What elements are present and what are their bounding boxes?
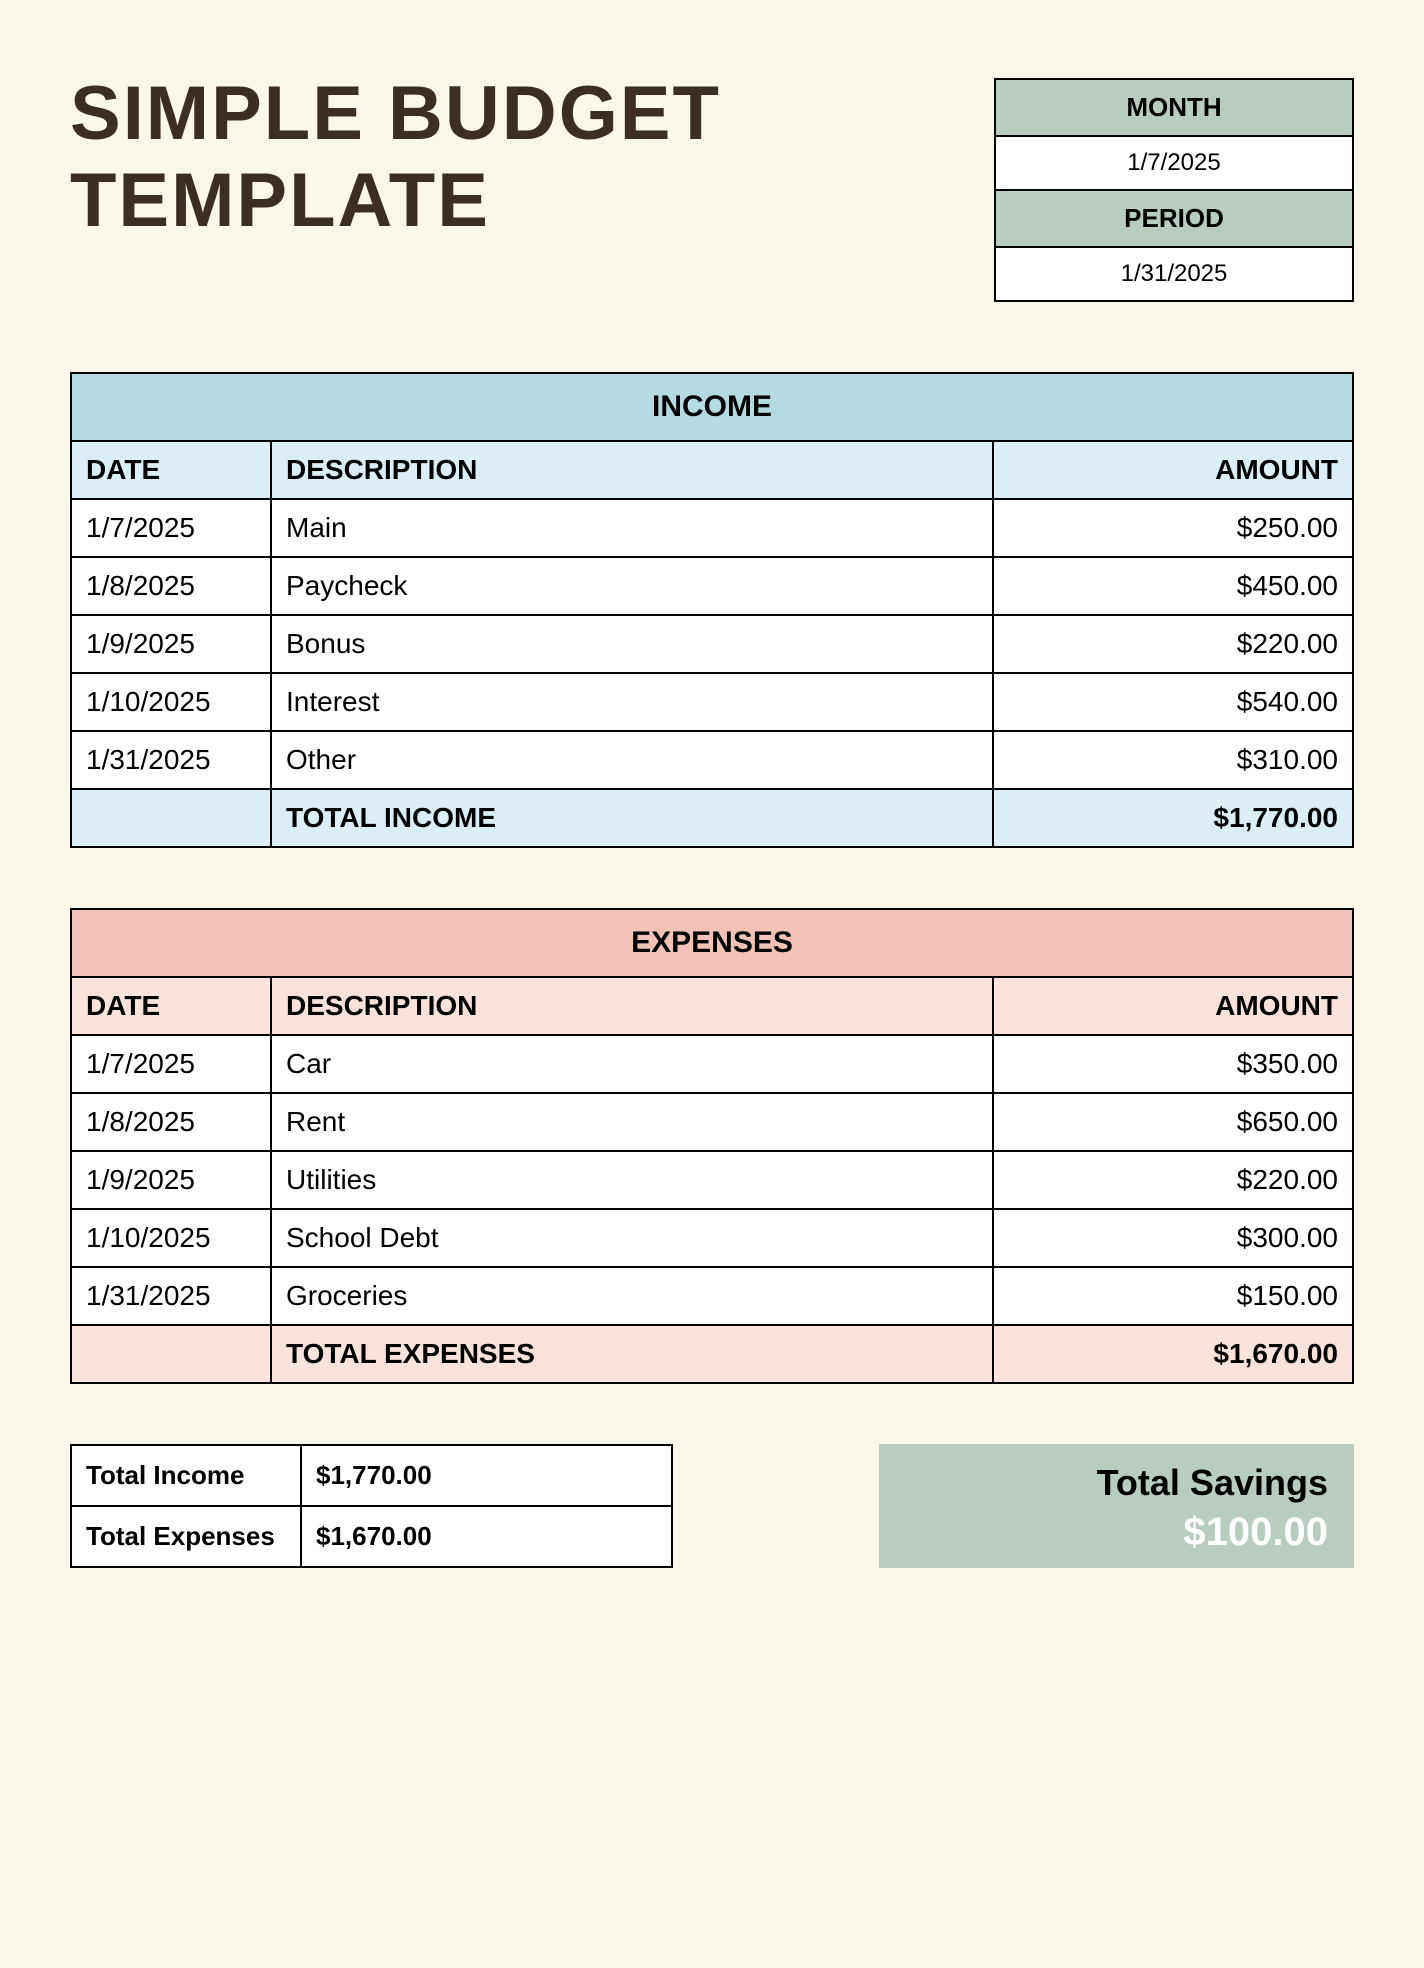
period-box: MONTH 1/7/2025 PERIOD 1/31/2025: [994, 78, 1354, 302]
cell-description: Other: [271, 731, 993, 789]
expenses-table: EXPENSES DATE DESCRIPTION AMOUNT 1/7/202…: [70, 908, 1354, 1384]
cell-description: School Debt: [271, 1209, 993, 1267]
cell-date: 1/9/2025: [71, 1151, 271, 1209]
income-col-amount: AMOUNT: [993, 441, 1353, 499]
cell-description: Utilities: [271, 1151, 993, 1209]
income-total-label: TOTAL INCOME: [271, 789, 993, 847]
period-label: PERIOD: [996, 191, 1352, 248]
summary-row: Total Income $1,770.00 Total Expenses $1…: [70, 1444, 1354, 1568]
table-row: 1/9/2025Bonus$220.00: [71, 615, 1353, 673]
cell-amount: $220.00: [993, 615, 1353, 673]
cell-date: 1/7/2025: [71, 1035, 271, 1093]
cell-amount: $300.00: [993, 1209, 1353, 1267]
month-value: 1/7/2025: [996, 137, 1352, 191]
cell-description: Groceries: [271, 1267, 993, 1325]
cell-date: 1/7/2025: [71, 499, 271, 557]
income-table: INCOME DATE DESCRIPTION AMOUNT 1/7/2025M…: [70, 372, 1354, 848]
cell-date: 1/31/2025: [71, 1267, 271, 1325]
table-row: 1/8/2025Paycheck$450.00: [71, 557, 1353, 615]
expenses-total-label: TOTAL EXPENSES: [271, 1325, 993, 1383]
cell-amount: $650.00: [993, 1093, 1353, 1151]
expenses-rows: 1/7/2025Car$350.001/8/2025Rent$650.001/9…: [71, 1035, 1353, 1325]
table-row: 1/8/2025Rent$650.00: [71, 1093, 1353, 1151]
expenses-col-date: DATE: [71, 977, 271, 1035]
cell-date: 1/31/2025: [71, 731, 271, 789]
table-row: 1/10/2025School Debt$300.00: [71, 1209, 1353, 1267]
table-row: 1/7/2025Car$350.00: [71, 1035, 1353, 1093]
title-line-2: TEMPLATE: [70, 157, 721, 244]
summary-expenses-value: $1,670.00: [301, 1506, 672, 1567]
cell-description: Bonus: [271, 615, 993, 673]
income-col-description: DESCRIPTION: [271, 441, 993, 499]
page-title: SIMPLE BUDGET TEMPLATE: [70, 70, 721, 245]
cell-amount: $220.00: [993, 1151, 1353, 1209]
expenses-total-amount: $1,670.00: [993, 1325, 1353, 1383]
table-row: 1/31/2025Other$310.00: [71, 731, 1353, 789]
income-col-date: DATE: [71, 441, 271, 499]
savings-value: $100.00: [905, 1510, 1328, 1555]
cell-date: 1/8/2025: [71, 557, 271, 615]
expenses-total-blank: [71, 1325, 271, 1383]
income-title: INCOME: [71, 373, 1353, 441]
table-row: 1/31/2025Groceries$150.00: [71, 1267, 1353, 1325]
cell-description: Paycheck: [271, 557, 993, 615]
cell-description: Interest: [271, 673, 993, 731]
expenses-col-description: DESCRIPTION: [271, 977, 993, 1035]
summary-savings-box: Total Savings $100.00: [879, 1444, 1354, 1568]
title-line-1: SIMPLE BUDGET: [70, 70, 721, 157]
cell-date: 1/8/2025: [71, 1093, 271, 1151]
cell-amount: $350.00: [993, 1035, 1353, 1093]
cell-date: 1/10/2025: [71, 1209, 271, 1267]
income-total-blank: [71, 789, 271, 847]
cell-amount: $310.00: [993, 731, 1353, 789]
cell-amount: $150.00: [993, 1267, 1353, 1325]
month-label: MONTH: [996, 80, 1352, 137]
savings-label: Total Savings: [905, 1462, 1328, 1504]
cell-amount: $250.00: [993, 499, 1353, 557]
cell-amount: $540.00: [993, 673, 1353, 731]
period-value: 1/31/2025: [996, 248, 1352, 300]
table-row: 1/9/2025Utilities$220.00: [71, 1151, 1353, 1209]
expenses-title: EXPENSES: [71, 909, 1353, 977]
summary-income-label: Total Income: [71, 1445, 301, 1506]
income-total-amount: $1,770.00: [993, 789, 1353, 847]
summary-left-table: Total Income $1,770.00 Total Expenses $1…: [70, 1444, 673, 1568]
summary-income-value: $1,770.00: [301, 1445, 672, 1506]
cell-date: 1/9/2025: [71, 615, 271, 673]
income-rows: 1/7/2025Main$250.001/8/2025Paycheck$450.…: [71, 499, 1353, 789]
table-row: 1/7/2025Main$250.00: [71, 499, 1353, 557]
cell-amount: $450.00: [993, 557, 1353, 615]
cell-date: 1/10/2025: [71, 673, 271, 731]
cell-description: Main: [271, 499, 993, 557]
header-row: SIMPLE BUDGET TEMPLATE MONTH 1/7/2025 PE…: [70, 70, 1354, 302]
expenses-section: EXPENSES DATE DESCRIPTION AMOUNT 1/7/202…: [70, 908, 1354, 1384]
cell-description: Car: [271, 1035, 993, 1093]
cell-description: Rent: [271, 1093, 993, 1151]
income-section: INCOME DATE DESCRIPTION AMOUNT 1/7/2025M…: [70, 372, 1354, 848]
expenses-col-amount: AMOUNT: [993, 977, 1353, 1035]
table-row: 1/10/2025Interest$540.00: [71, 673, 1353, 731]
summary-expenses-label: Total Expenses: [71, 1506, 301, 1567]
